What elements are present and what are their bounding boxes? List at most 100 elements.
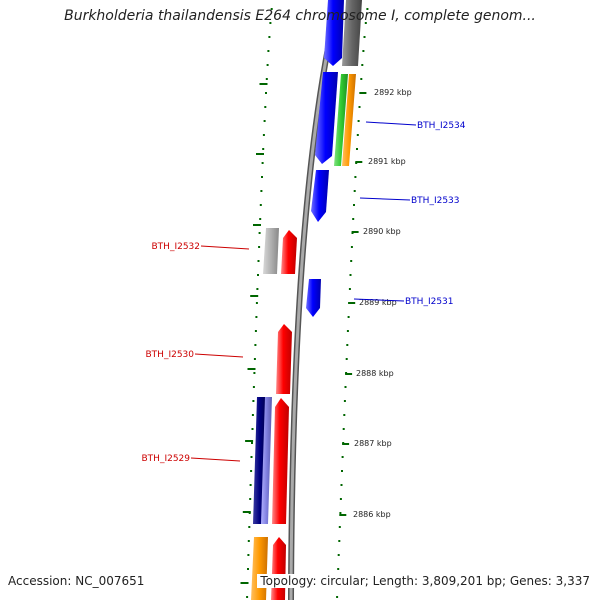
minor-tick <box>247 568 249 570</box>
minor-tick <box>270 8 273 10</box>
minor-tick <box>360 78 363 80</box>
major-tick <box>339 514 347 516</box>
accession-label: Accession: NC_007651 <box>8 574 145 588</box>
minor-tick <box>343 414 346 416</box>
minor-tick <box>264 106 267 108</box>
minor-tick <box>250 470 253 472</box>
genome-summary: Topology: circular; Length: 3,809,201 bp… <box>257 574 590 588</box>
minor-tick <box>257 274 259 276</box>
minor-tick <box>348 288 351 290</box>
minor-tick <box>350 260 353 262</box>
minor-tick <box>258 246 261 248</box>
forward-cds-btth-i2531 <box>306 279 321 317</box>
minor-tick <box>346 330 349 332</box>
gene-label-btth-i2530[interactable]: BTH_I2530 <box>146 350 195 360</box>
minor-tick <box>340 484 343 486</box>
minor-tick <box>254 330 257 332</box>
gene-label-btth-i2529[interactable]: BTH_I2529 <box>142 454 191 464</box>
minor-tick <box>352 218 355 220</box>
tick-label-2887: 2887 kbp <box>354 439 392 448</box>
tick-label-2886: 2886 kbp <box>353 510 391 519</box>
minor-tick <box>337 554 340 556</box>
minor-tick <box>349 274 352 276</box>
gene-label-btth-i2534[interactable]: BTH_I2534 <box>417 121 466 131</box>
minor-tick <box>261 176 263 178</box>
minor-tick <box>255 302 258 304</box>
orange-feature-bottom <box>251 537 268 600</box>
tick-label-2892: 2892 kbp <box>374 88 412 97</box>
minor-tick <box>356 148 358 150</box>
minor-tick <box>346 344 349 346</box>
minor-tick <box>363 36 366 38</box>
minor-tick <box>259 204 262 206</box>
minor-tick <box>364 22 367 24</box>
minor-tick <box>265 92 267 94</box>
minor-tick <box>361 64 364 66</box>
minor-tick <box>251 428 254 430</box>
major-tick <box>250 295 259 297</box>
major-tick <box>247 368 256 370</box>
minor-tick <box>259 218 262 220</box>
minor-tick <box>251 414 254 416</box>
minor-tick <box>339 498 342 500</box>
minor-tick <box>341 456 344 458</box>
minor-tick <box>253 358 256 360</box>
minor-tick <box>338 540 341 542</box>
minor-tick <box>261 162 264 164</box>
major-tick <box>242 511 251 513</box>
minor-tick <box>253 372 256 374</box>
minor-tick <box>249 498 252 500</box>
minor-tick <box>262 134 265 136</box>
minor-tick <box>249 484 252 486</box>
minor-tick <box>246 596 249 598</box>
reverse-cds-btth-i2529 <box>272 398 289 524</box>
minor-tick <box>266 64 269 66</box>
reverse-cds-btth-i2530 <box>276 324 292 394</box>
map-title: Burkholderia thailandensis E264 chromoso… <box>64 8 536 24</box>
major-tick <box>345 373 353 375</box>
minor-tick <box>366 8 369 10</box>
gene-label-btth-i2533[interactable]: BTH_I2533 <box>411 196 460 206</box>
major-tick <box>245 440 254 442</box>
minor-tick <box>342 428 345 430</box>
tick-label-2889: 2889 kbp <box>359 298 397 307</box>
leader-line-btth-i2530 <box>194 353 244 358</box>
minor-tick <box>254 344 257 346</box>
major-tick <box>355 161 363 163</box>
minor-tick <box>358 106 361 108</box>
minor-tick <box>247 554 250 556</box>
tick-label-2888: 2888 kbp <box>356 369 394 378</box>
minor-tick <box>258 232 261 234</box>
minor-tick <box>257 260 260 262</box>
outer-tick-track <box>336 8 369 598</box>
minor-tick <box>251 442 253 444</box>
minor-tick <box>250 456 253 458</box>
minor-tick <box>265 78 268 80</box>
major-tick <box>259 83 268 85</box>
tick-label-2890: 2890 kbp <box>363 227 401 236</box>
minor-tick <box>268 36 271 38</box>
minor-tick <box>345 358 348 360</box>
minor-tick <box>357 120 360 122</box>
forward-cds-btth-i2534 <box>315 72 338 164</box>
leader-line-btth-i2534 <box>365 121 417 126</box>
minor-tick <box>248 526 251 528</box>
gene-label-btth-i2531[interactable]: BTH_I2531 <box>405 297 454 307</box>
minor-tick <box>260 190 263 192</box>
minor-tick <box>263 120 266 122</box>
green-feature <box>334 74 348 166</box>
reverse-cds-bottom <box>271 537 286 600</box>
minor-tick <box>350 246 353 248</box>
minor-tick <box>353 190 356 192</box>
minor-tick <box>354 176 357 178</box>
major-tick <box>348 302 356 304</box>
forward-cds-top <box>324 0 344 66</box>
minor-tick <box>255 316 258 318</box>
major-tick <box>351 231 359 233</box>
orange-feature <box>342 74 356 166</box>
gene-label-btth-i2532[interactable]: BTH_I2532 <box>152 242 201 252</box>
gray-feature-btth-i2532 <box>263 228 279 274</box>
minor-tick <box>247 540 250 542</box>
minor-tick <box>337 568 340 570</box>
